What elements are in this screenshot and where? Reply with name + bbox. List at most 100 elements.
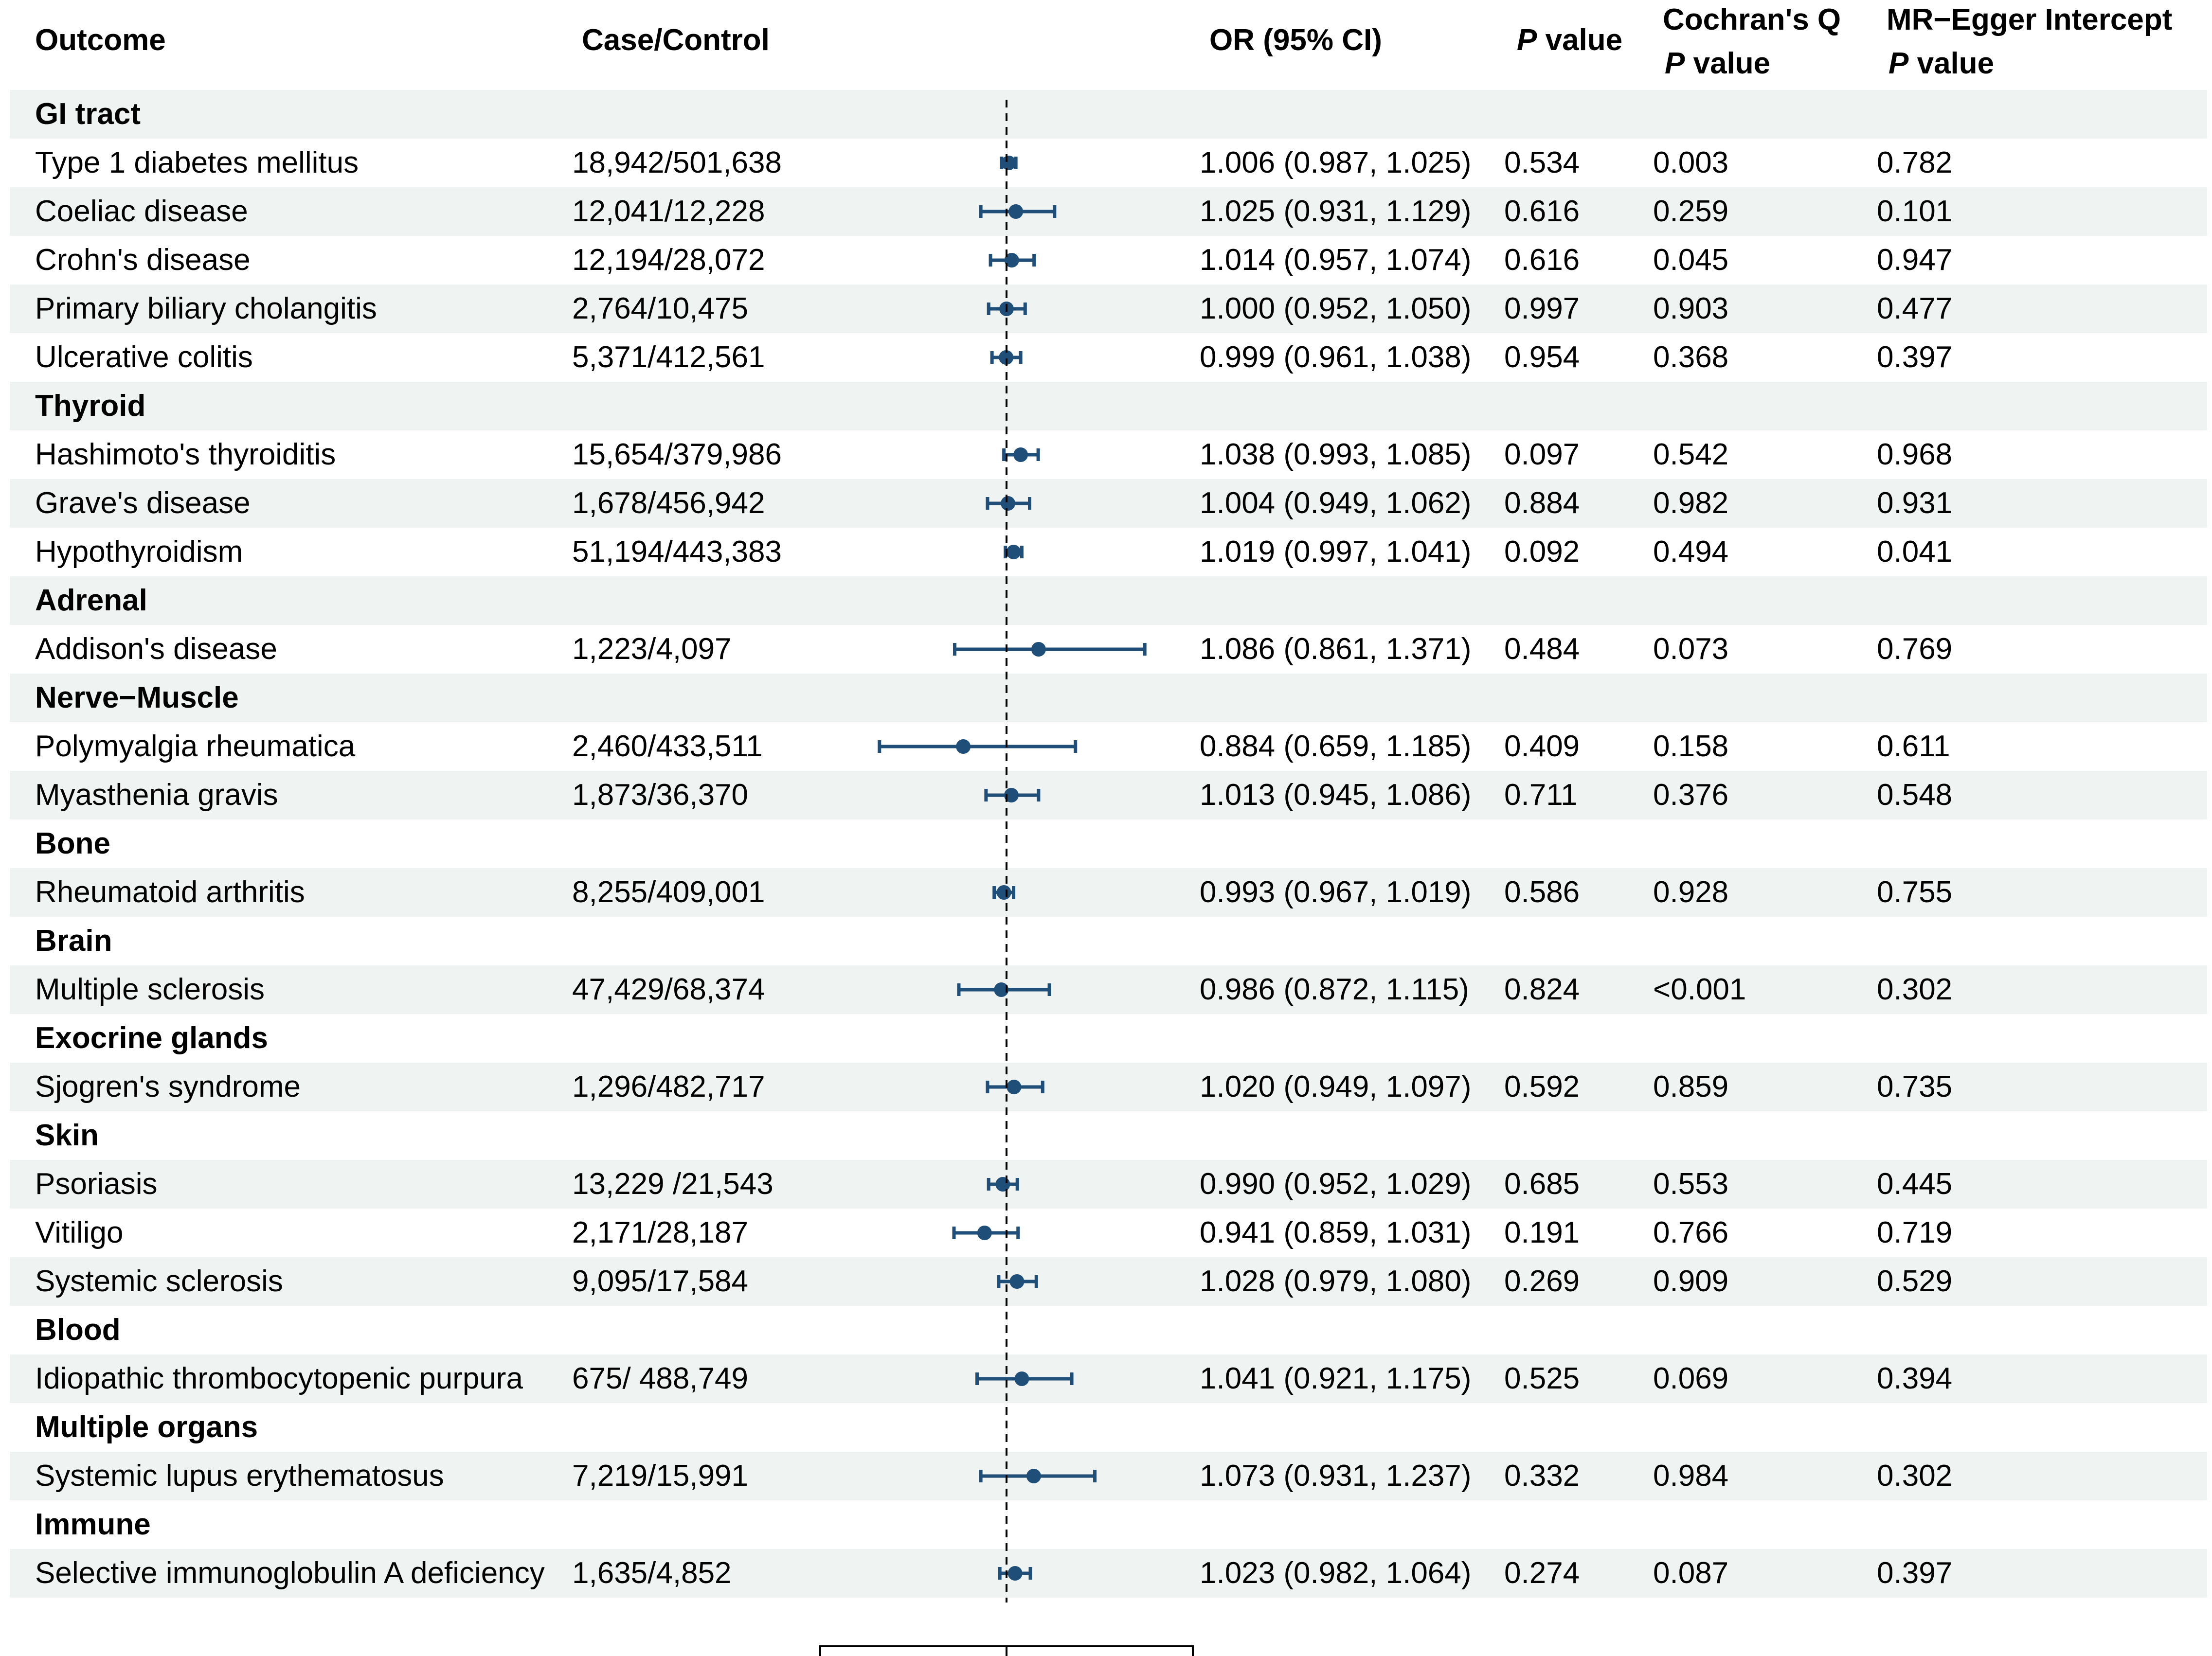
table-row: Grave's disease 1,678/456,942 1.004 (0.949… [10,479,2207,528]
p-value: 0.191 [1504,1216,1580,1249]
p-value: 0.092 [1504,535,1580,569]
cochran-q-p-value: 0.158 [1653,730,1729,763]
table-row: Rheumatoid arthritis 8,255/409,001 0.993 (… [10,868,2207,917]
egger-intercept-p-value: 0.611 [1877,730,1950,763]
point-estimate [977,1226,992,1240]
group-label: Brain [35,924,112,958]
or-ci-value: 1.004 (0.949, 1.062) [1200,486,1472,520]
cochran-q-p-value: 0.766 [1653,1216,1729,1249]
or-ci-value: 1.038 (0.993, 1.085) [1200,438,1472,471]
p-value: 0.409 [1504,730,1580,763]
outcome-label: Systemic lupus erythematosus [35,1459,444,1493]
egger-intercept-p-value: 0.968 [1877,438,1953,471]
p-value: 0.884 [1504,486,1580,520]
case-control-value: 12,194/28,072 [572,243,765,277]
egger-intercept-p-value: 0.302 [1877,973,1953,1006]
case-control-value: 51,194/443,383 [572,535,782,569]
egger-intercept-p-value: 0.397 [1877,1556,1953,1590]
egger-intercept-p-value: 0.394 [1877,1362,1953,1395]
egger-intercept-p-value: 0.548 [1877,778,1953,812]
or-ci-value: 0.986 (0.872, 1.115) [1200,973,1469,1006]
case-control-value: 5,371/412,561 [572,340,765,374]
outcome-label: Psoriasis [35,1167,158,1201]
case-control-value: 2,764/10,475 [572,292,749,325]
or-ci-value: 0.993 (0.967, 1.019) [1200,875,1472,909]
cochran-q-p-value: 0.984 [1653,1459,1729,1493]
outcome-label: Multiple sclerosis [35,973,265,1006]
p-value: 0.616 [1504,243,1580,277]
header-cochran-line1: Cochran's Q [1663,3,1841,36]
cochran-q-p-value: 0.003 [1653,146,1729,179]
header-case-control: Case/Control [582,23,770,57]
egger-intercept-p-value: 0.445 [1877,1167,1953,1201]
outcome-label: Type 1 diabetes mellitus [35,146,359,179]
case-control-value: 1,635/4,852 [572,1556,732,1590]
case-control-value: 18,942/501,638 [572,146,782,179]
p-value: 0.097 [1504,438,1580,471]
header-outcome: Outcome [35,23,166,57]
table-row: Ulcerative colitis 5,371/412,561 0.999 (0.… [10,333,2207,382]
egger-intercept-p-value: 0.931 [1877,486,1953,520]
egger-intercept-p-value: 0.769 [1877,632,1953,666]
header-cochran-p-rest: value [1685,47,1771,80]
point-estimate [1007,1080,1022,1094]
cochran-q-p-value: 0.045 [1653,243,1729,277]
table-row: Myasthenia gravis 1,873/36,370 1.013 (0.94… [10,771,2207,819]
case-control-value: 13,229 /21,543 [572,1167,773,1201]
p-value: 0.525 [1504,1362,1580,1395]
cochran-q-p-value: 0.982 [1653,486,1729,520]
table-row: Crohn's disease 12,194/28,072 1.014 (0.957… [10,236,2207,285]
point-estimate [999,350,1014,365]
outcome-label: Sjogren's syndrome [35,1070,301,1104]
egger-intercept-p-value: 0.947 [1877,243,1953,277]
header-p-italic: P [1517,23,1537,57]
or-ci-value: 1.006 (0.987, 1.025) [1200,146,1472,179]
case-control-value: 1,678/456,942 [572,486,765,520]
group-header-row: Thyroid [10,382,2207,430]
case-control-value: 8,255/409,001 [572,875,765,909]
header-or-ci: OR (95% CI) [1209,23,1382,57]
table-row: Hashimoto's thyroiditis 15,654/379,986 1.0… [10,430,2207,479]
egger-intercept-p-value: 0.477 [1877,292,1953,325]
group-header-row: Blood [10,1306,2207,1354]
point-estimate [1008,204,1024,219]
outcome-label: Hashimoto's thyroiditis [35,438,336,471]
egger-intercept-p-value: 0.735 [1877,1070,1953,1104]
cochran-q-p-value: 0.553 [1653,1167,1729,1201]
point-estimate [1006,545,1021,559]
header-egger-line1: MR−Egger Intercept [1887,3,2173,36]
group-header-row: Immune [10,1500,2207,1549]
p-value: 0.534 [1504,146,1580,179]
egger-intercept-p-value: 0.529 [1877,1264,1953,1298]
p-value: 0.592 [1504,1070,1580,1104]
point-estimate [1001,496,1016,511]
p-value: 0.685 [1504,1167,1580,1201]
case-control-value: 15,654/379,986 [572,438,782,471]
or-ci-value: 1.025 (0.931, 1.129) [1200,195,1472,228]
p-value: 0.586 [1504,875,1580,909]
header-p-rest: value [1537,23,1623,57]
outcome-label: Ulcerative colitis [35,340,253,374]
group-header-row: Multiple organs [10,1403,2207,1452]
outcome-label: Addison's disease [35,632,277,666]
or-ci-value: 1.014 (0.957, 1.074) [1200,243,1472,277]
cochran-q-p-value: 0.259 [1653,195,1729,228]
group-header-row: Bone [10,819,2207,868]
outcome-label: Vitiligo [35,1216,124,1249]
outcome-label: Coeliac disease [35,195,248,228]
outcome-label: Polymyalgia rheumatica [35,730,356,763]
egger-intercept-p-value: 0.755 [1877,875,1953,909]
cochran-q-p-value: 0.909 [1653,1264,1729,1298]
table-row: Vitiligo 2,171/28,187 0.941 (0.859, 1.031)… [10,1209,2207,1257]
egger-intercept-p-value: 0.397 [1877,340,1953,374]
outcome-label: Hypothyroidism [35,535,243,569]
outcome-label: Myasthenia gravis [35,778,278,812]
or-ci-value: 1.013 (0.945, 1.086) [1200,778,1472,812]
table-row: Primary biliary cholangitis 2,764/10,475 1… [10,285,2207,333]
table-row: Psoriasis 13,229 /21,543 0.990 (0.952, 1.0… [10,1160,2207,1209]
point-estimate [994,982,1009,997]
p-value: 0.484 [1504,632,1580,666]
outcome-label: Rheumatoid arthritis [35,875,305,909]
table-row: Sjogren's syndrome 1,296/482,717 1.020 (0.… [10,1063,2207,1111]
